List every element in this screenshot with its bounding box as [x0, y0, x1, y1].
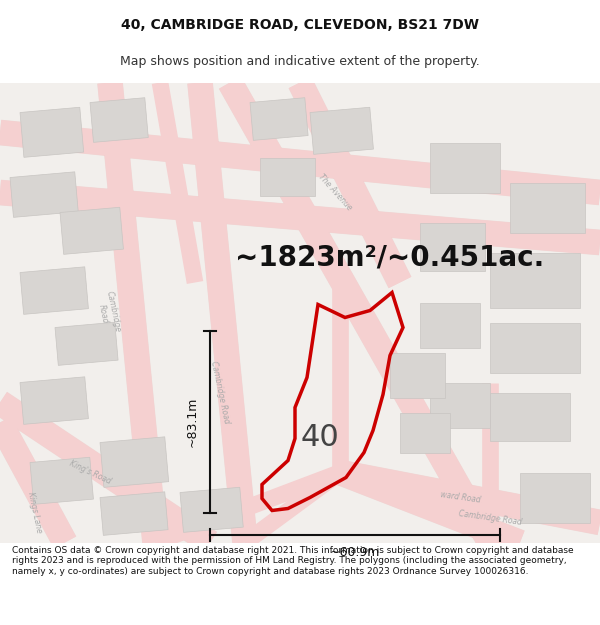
- Bar: [90, 98, 148, 142]
- Bar: [510, 182, 585, 232]
- Bar: [55, 322, 118, 366]
- Text: ~60.9m: ~60.9m: [330, 546, 380, 559]
- Bar: [490, 253, 580, 308]
- Text: 40, CAMBRIDGE ROAD, CLEVEDON, BS21 7DW: 40, CAMBRIDGE ROAD, CLEVEDON, BS21 7DW: [121, 18, 479, 32]
- Bar: [260, 158, 315, 196]
- Bar: [400, 412, 450, 452]
- Text: 40: 40: [301, 423, 340, 452]
- Bar: [420, 222, 485, 271]
- Bar: [100, 437, 169, 488]
- Bar: [20, 267, 88, 314]
- Text: Contains OS data © Crown copyright and database right 2021. This information is : Contains OS data © Crown copyright and d…: [12, 546, 574, 576]
- Text: The Avenue: The Avenue: [316, 173, 353, 213]
- Bar: [390, 352, 445, 398]
- Bar: [60, 208, 124, 254]
- Bar: [250, 98, 308, 141]
- Bar: [520, 472, 590, 522]
- Text: ~1823m²/~0.451ac.: ~1823m²/~0.451ac.: [235, 244, 545, 271]
- Bar: [180, 488, 243, 532]
- Text: Map shows position and indicative extent of the property.: Map shows position and indicative extent…: [120, 56, 480, 68]
- Bar: [430, 142, 500, 192]
- Text: King's Road: King's Road: [68, 459, 112, 486]
- Bar: [420, 302, 480, 348]
- Bar: [490, 392, 570, 441]
- Text: Cambridge Road: Cambridge Road: [458, 509, 522, 526]
- Bar: [310, 107, 373, 154]
- Text: Cambridge Road: Cambridge Road: [209, 361, 231, 424]
- Bar: [490, 322, 580, 372]
- Bar: [100, 492, 168, 536]
- Bar: [30, 458, 94, 504]
- Text: Cambridge
Road: Cambridge Road: [94, 290, 122, 335]
- Text: Kings Lane: Kings Lane: [26, 491, 44, 534]
- Text: ward Road: ward Road: [439, 490, 481, 505]
- Bar: [20, 107, 83, 158]
- Bar: [430, 382, 490, 428]
- Bar: [10, 172, 78, 217]
- Bar: [20, 377, 88, 424]
- Text: ~83.1m: ~83.1m: [185, 396, 199, 447]
